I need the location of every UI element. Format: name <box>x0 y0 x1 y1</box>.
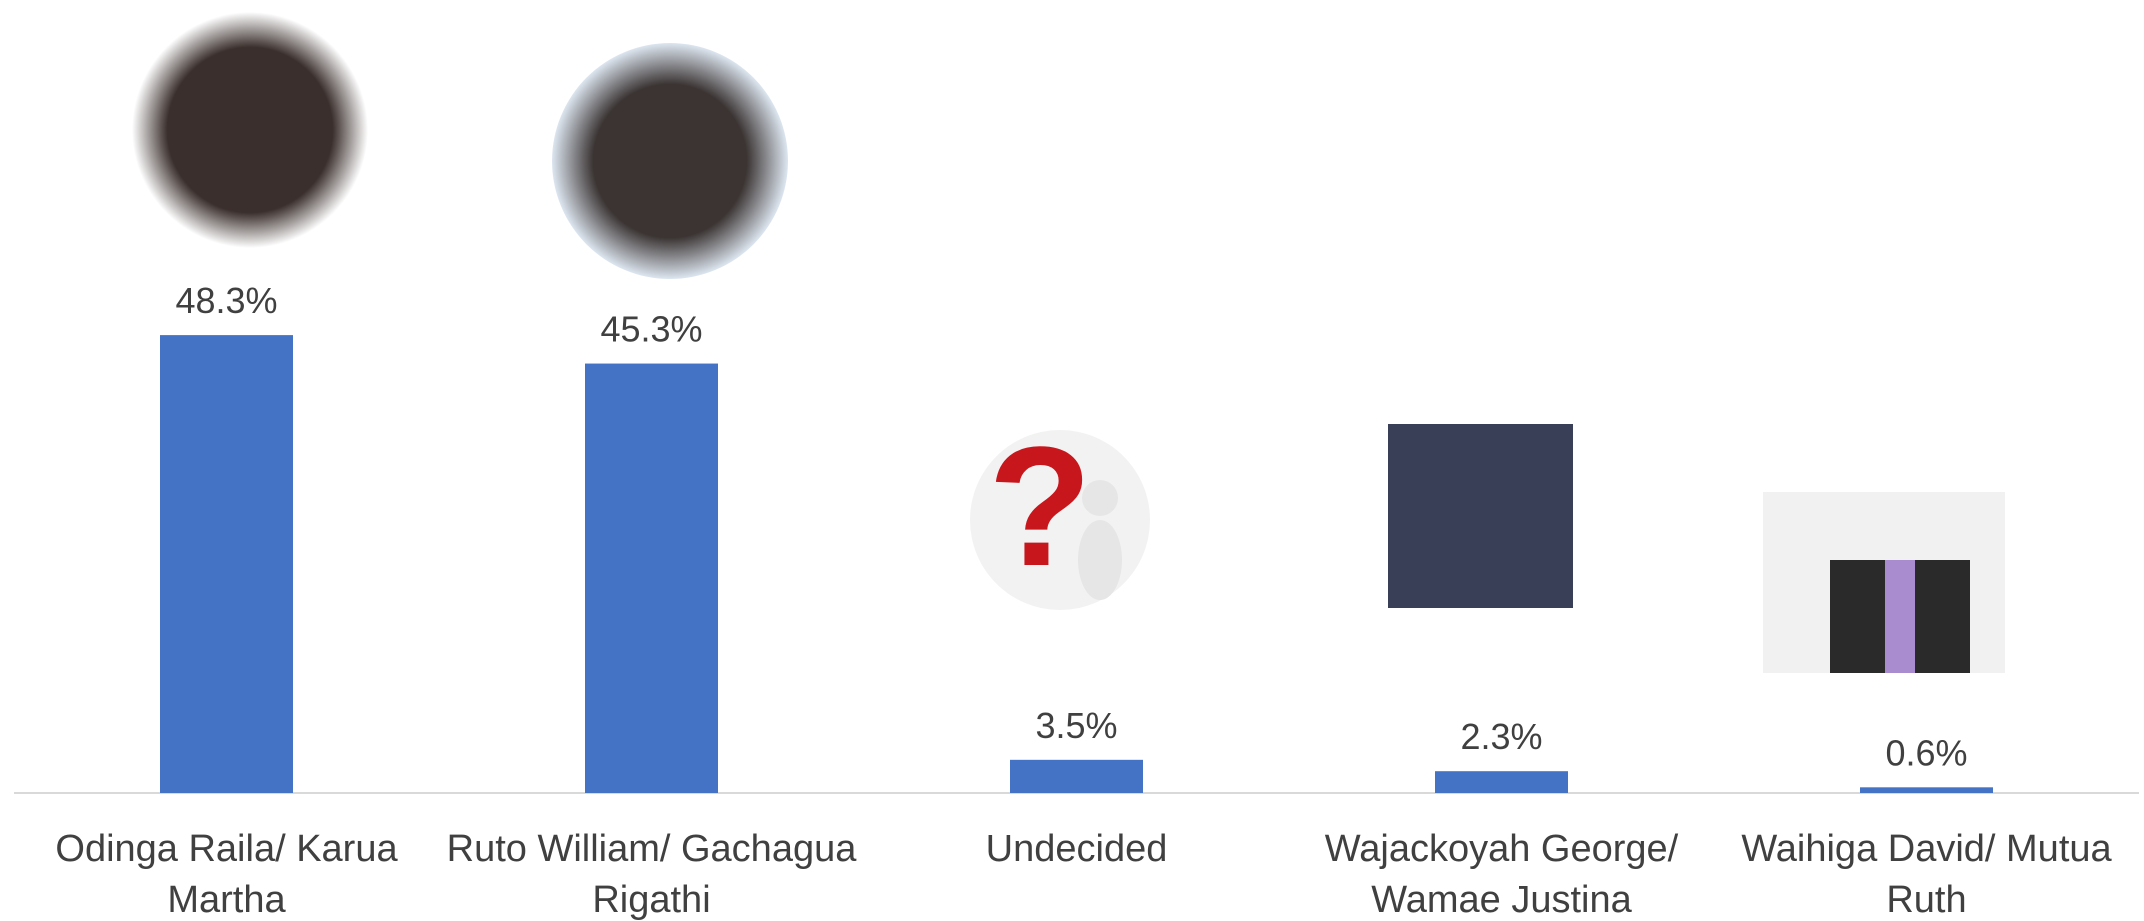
x-tick-label: Wajackoyah George/ Wamae Justina <box>1324 828 1679 921</box>
value-label: 2.3% <box>1460 716 1542 757</box>
x-tick-label: Undecided <box>985 828 1168 870</box>
bar <box>160 335 293 793</box>
x-tick-label: Odinga Raila/ Karua Martha <box>55 828 398 921</box>
question-icon: ? <box>970 412 1150 610</box>
svg-text:?: ? <box>988 412 1092 602</box>
x-tick-label: Ruto William/ Gachagua Rigathi <box>446 828 857 921</box>
value-label: 0.6% <box>1885 732 1967 773</box>
candidate-photo <box>132 12 368 248</box>
bar <box>1860 787 1993 793</box>
candidate-tie <box>1885 560 1915 673</box>
photos: ? <box>132 12 2005 673</box>
value-label: 48.3% <box>175 280 277 321</box>
candidate-photo <box>552 43 788 279</box>
value-label: 3.5% <box>1035 705 1117 746</box>
bar <box>1435 771 1568 793</box>
x-tick-label: Waihiga David/ Mutua Ruth <box>1741 828 2112 921</box>
bar <box>1010 759 1143 793</box>
bar <box>585 363 718 793</box>
candidate-photo <box>1388 424 1573 608</box>
value-label: 45.3% <box>600 309 702 350</box>
